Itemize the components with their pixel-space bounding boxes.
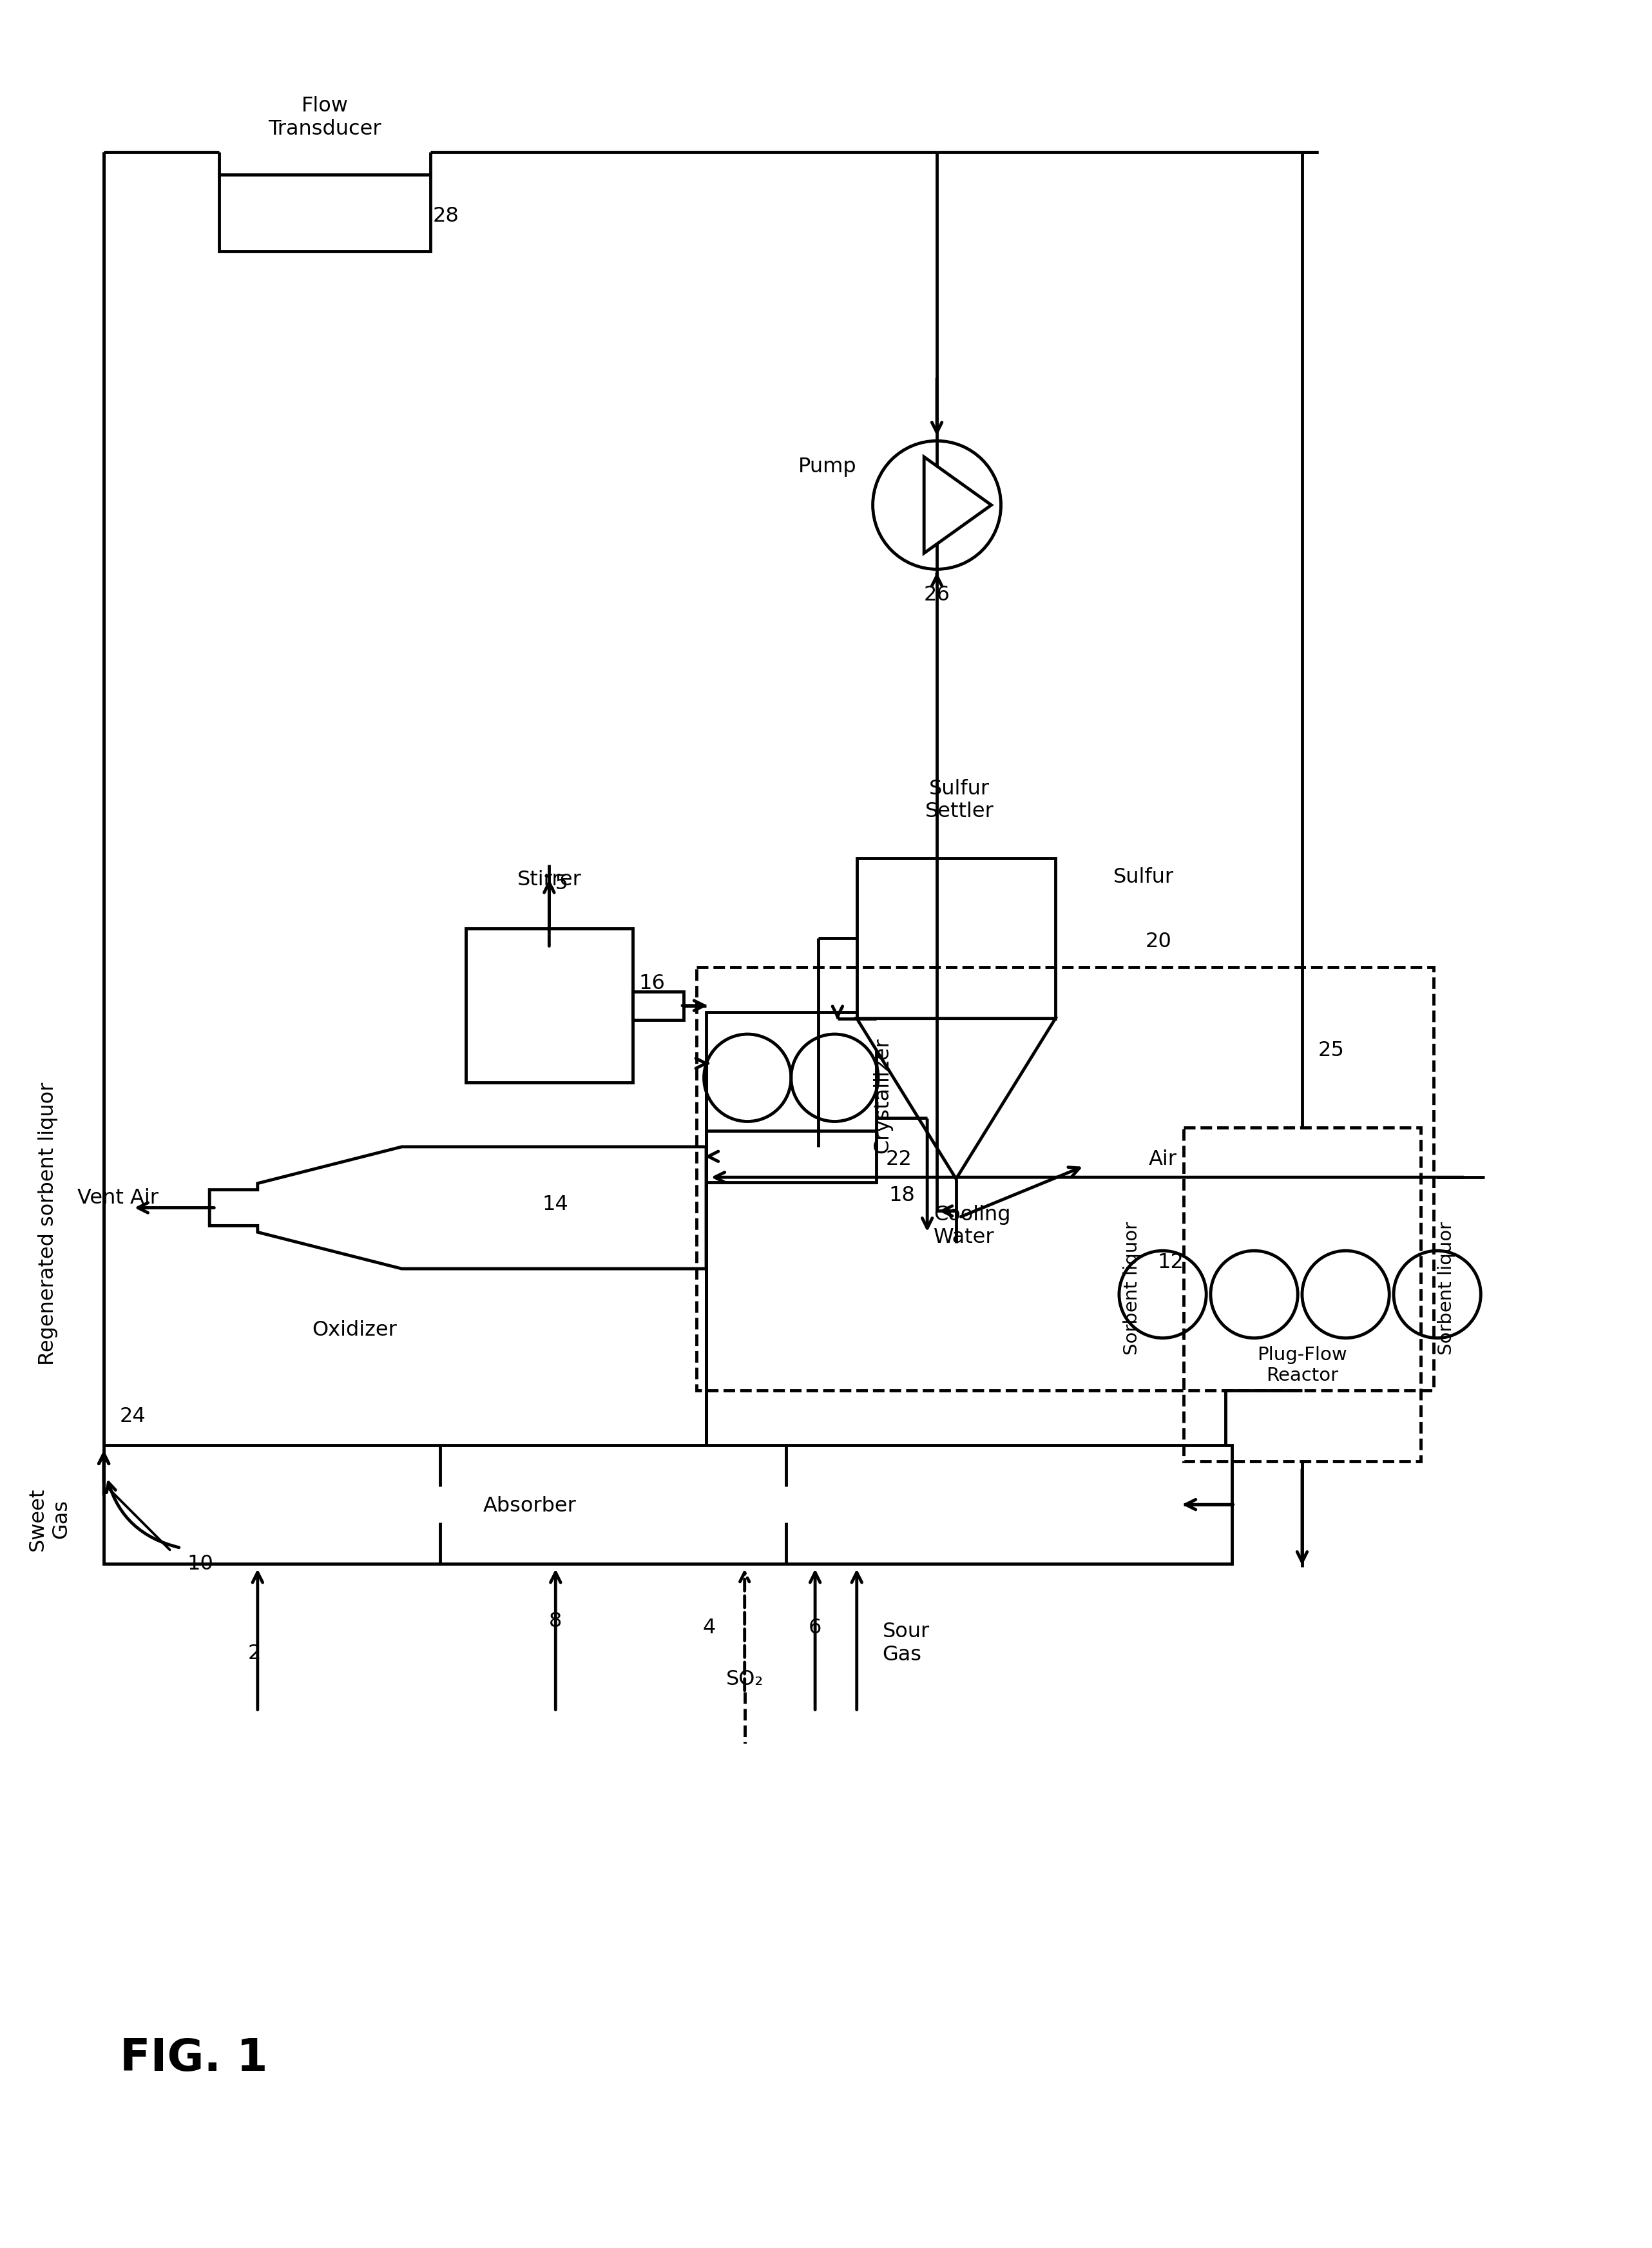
- Text: 10: 10: [187, 1553, 213, 1574]
- Bar: [466, 928, 633, 1084]
- Text: Sweet
Gas: Sweet Gas: [28, 1488, 71, 1551]
- Text: 25: 25: [1318, 1041, 1345, 1061]
- Text: Stirrer: Stirrer: [517, 870, 582, 890]
- Text: Air: Air: [1148, 1149, 1178, 1169]
- Bar: [1183, 1128, 1421, 1461]
- Text: 20: 20: [1145, 931, 1171, 951]
- Text: Crystallizer: Crystallizer: [872, 1039, 892, 1153]
- Text: 16: 16: [639, 973, 666, 994]
- Bar: [104, 1445, 1232, 1565]
- Text: 6: 6: [808, 1619, 821, 1639]
- Text: Pump: Pump: [798, 456, 857, 477]
- Text: Regenerated sorbent liquor: Regenerated sorbent liquor: [38, 1081, 58, 1365]
- Text: 18: 18: [889, 1185, 915, 1205]
- Bar: [697, 967, 1434, 1392]
- Text: SO₂: SO₂: [725, 1670, 763, 1690]
- Text: Absorber: Absorber: [484, 1497, 577, 1515]
- Bar: [220, 175, 431, 252]
- Text: 15: 15: [542, 874, 568, 895]
- Text: Oxidizer: Oxidizer: [312, 1320, 396, 1340]
- Polygon shape: [857, 1018, 1056, 1178]
- Text: FIG. 1: FIG. 1: [121, 2037, 268, 2079]
- Polygon shape: [923, 456, 991, 553]
- Text: Vent Air: Vent Air: [78, 1189, 159, 1207]
- Text: Cooling
Water: Cooling Water: [933, 1205, 1011, 1248]
- Text: 8: 8: [548, 1612, 562, 1632]
- Text: 26: 26: [923, 584, 950, 605]
- Bar: [705, 1012, 876, 1182]
- Text: Sulfur
Settler: Sulfur Settler: [925, 778, 995, 823]
- Text: Plug-Flow
Reactor: Plug-Flow Reactor: [1257, 1347, 1346, 1385]
- Text: 4: 4: [702, 1619, 715, 1639]
- Text: 12: 12: [1156, 1252, 1183, 1272]
- Text: Sorbent liquor: Sorbent liquor: [1123, 1221, 1142, 1356]
- Bar: [633, 991, 684, 1021]
- Text: 24: 24: [119, 1407, 145, 1425]
- Polygon shape: [210, 1146, 705, 1268]
- Bar: [857, 859, 1056, 1018]
- Text: Sorbent liquor: Sorbent liquor: [1437, 1221, 1455, 1356]
- Text: 28: 28: [433, 207, 459, 227]
- Text: Sulfur: Sulfur: [1113, 868, 1173, 888]
- Text: Sour
Gas: Sour Gas: [882, 1621, 930, 1666]
- Text: Flow
Transducer: Flow Transducer: [268, 97, 382, 139]
- Text: 22: 22: [885, 1149, 912, 1169]
- Text: 2: 2: [248, 1643, 261, 1664]
- Text: 14: 14: [542, 1194, 568, 1214]
